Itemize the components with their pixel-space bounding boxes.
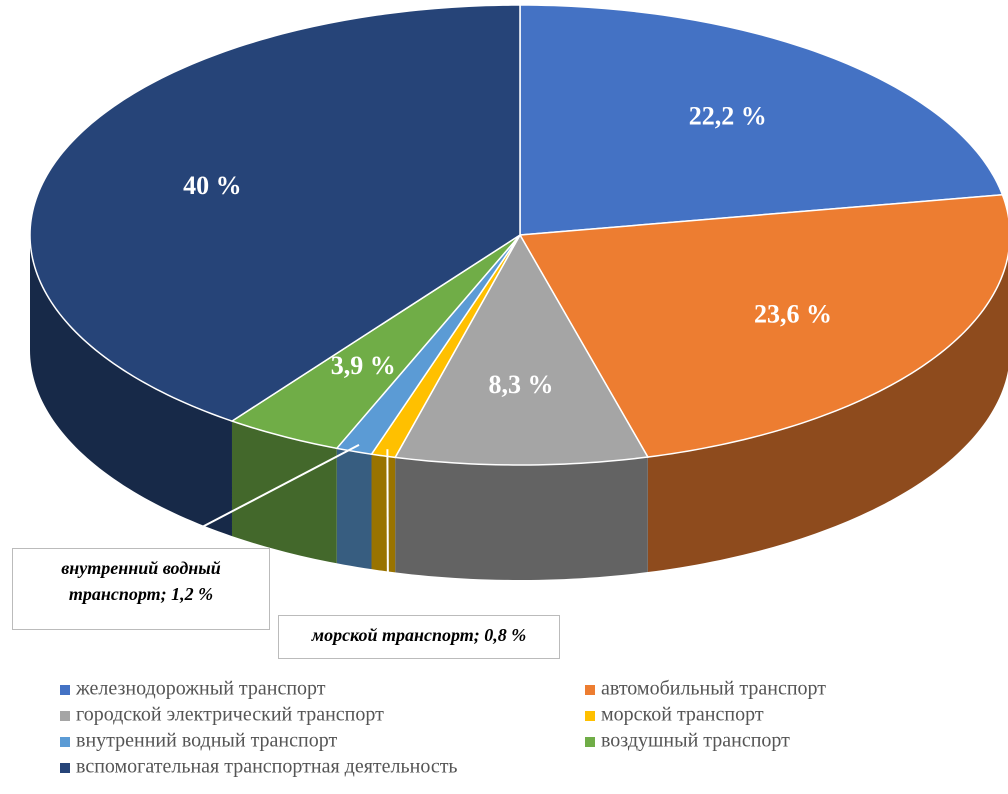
legend-swatch bbox=[60, 737, 70, 747]
legend-label: внутренний водный транспорт bbox=[76, 730, 337, 752]
slice-side bbox=[336, 448, 372, 570]
legend-label: городской электрический транспорт bbox=[76, 704, 384, 726]
slice bbox=[335, 234, 521, 455]
legend-label: железнодорожный транспорт bbox=[75, 678, 326, 700]
data-label: 8,3 % bbox=[489, 370, 554, 399]
slice-side bbox=[30, 235, 232, 537]
legend-swatch bbox=[60, 685, 70, 695]
legend-label: вспомогательная транспортная деятельност… bbox=[76, 756, 458, 778]
slice bbox=[29, 4, 521, 422]
slice bbox=[230, 234, 521, 450]
slice-side bbox=[231, 421, 337, 564]
legend-swatch bbox=[60, 711, 70, 721]
slice-side bbox=[395, 457, 648, 580]
data-label: 3,9 % bbox=[331, 351, 396, 380]
legend-swatch bbox=[60, 763, 70, 773]
leader-line bbox=[386, 449, 389, 616]
data-label: 23,6 % bbox=[754, 299, 832, 328]
slice bbox=[518, 193, 1008, 458]
leader-line bbox=[161, 444, 360, 549]
slice-side bbox=[647, 255, 1008, 573]
callout-label: морской транспорт; 0,8 % bbox=[278, 615, 560, 659]
legend-label: автомобильный транспорт bbox=[601, 678, 826, 700]
slice-side bbox=[371, 454, 396, 573]
legend-swatch bbox=[585, 737, 595, 747]
callout-label: внутренний водный транспорт; 1,2 % bbox=[12, 548, 270, 630]
slice bbox=[393, 233, 650, 466]
data-label: 40 % bbox=[183, 171, 242, 200]
legend-label: воздушный транспорт bbox=[601, 730, 790, 752]
legend-swatch bbox=[585, 711, 595, 721]
slice bbox=[519, 4, 1004, 236]
data-label: 22,2 % bbox=[689, 102, 767, 131]
legend-swatch bbox=[585, 685, 595, 695]
legend-label: морской транспорт bbox=[601, 704, 764, 726]
